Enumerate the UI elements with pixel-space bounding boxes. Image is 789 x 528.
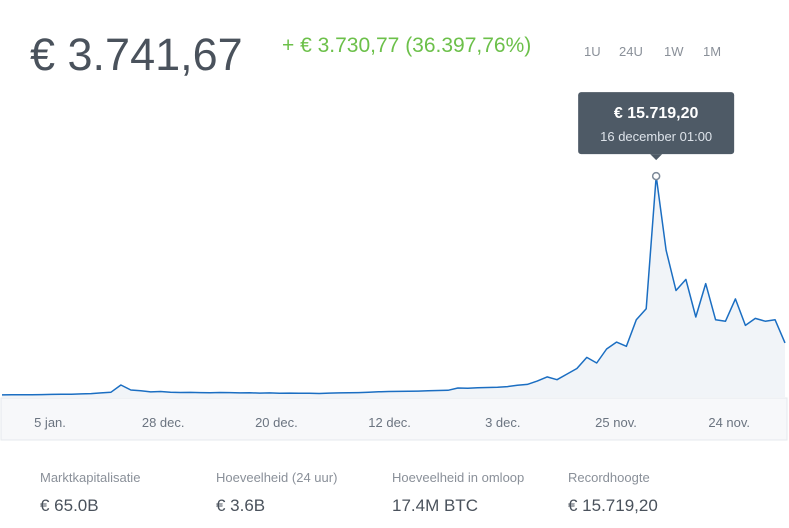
price: € 3.741,67 bbox=[30, 29, 243, 80]
range-button[interactable]: 1U bbox=[584, 44, 601, 59]
stat-value: € 15.719,20 bbox=[568, 496, 658, 515]
x-tick-label: 3 dec. bbox=[485, 415, 520, 430]
stat-value: € 65.0B bbox=[40, 496, 99, 515]
tooltip-arrow bbox=[650, 154, 663, 161]
plot: € 15.719,20 16 december 01:00 5 jan. 28 dec… bbox=[1, 92, 786, 430]
x-tick-label: 25 nov. bbox=[595, 415, 637, 430]
tooltip-value: € 15.719,20 bbox=[614, 105, 699, 122]
stat-label: Hoeveelheid (24 uur) bbox=[216, 470, 337, 485]
tooltip bbox=[578, 92, 735, 155]
range-button[interactable]: 1W bbox=[664, 44, 684, 59]
x-tick-label: 20 dec. bbox=[255, 415, 298, 430]
stat-label: Marktkapitalisatie bbox=[40, 470, 140, 485]
stat-label: Hoeveelheid in omloop bbox=[392, 470, 524, 485]
stat-value: € 3.6B bbox=[216, 496, 265, 515]
x-tick-label: 5 jan. bbox=[34, 415, 66, 430]
hover-point bbox=[651, 171, 661, 181]
x-tick-label: 28 dec. bbox=[142, 415, 185, 430]
range-button[interactable]: 24U bbox=[619, 44, 643, 59]
range-button[interactable]: 1M bbox=[703, 44, 721, 59]
tooltip-date: 16 december 01:00 bbox=[600, 129, 712, 144]
price-change: + € 3.730,77 (36.397,76%) bbox=[282, 34, 531, 57]
axis-band bbox=[0, 397, 788, 441]
price-line bbox=[1, 175, 786, 396]
stat-value: 17.4M BTC bbox=[392, 496, 478, 515]
x-tick-label: 24 nov. bbox=[708, 415, 750, 430]
x-tick-label: 12 dec. bbox=[368, 415, 411, 430]
stats: Marktkapitalisatie € 65.0B Hoeveelheid (24… bbox=[40, 470, 658, 515]
area bbox=[2, 176, 785, 397]
stat-label: Recordhoogte bbox=[568, 470, 650, 485]
